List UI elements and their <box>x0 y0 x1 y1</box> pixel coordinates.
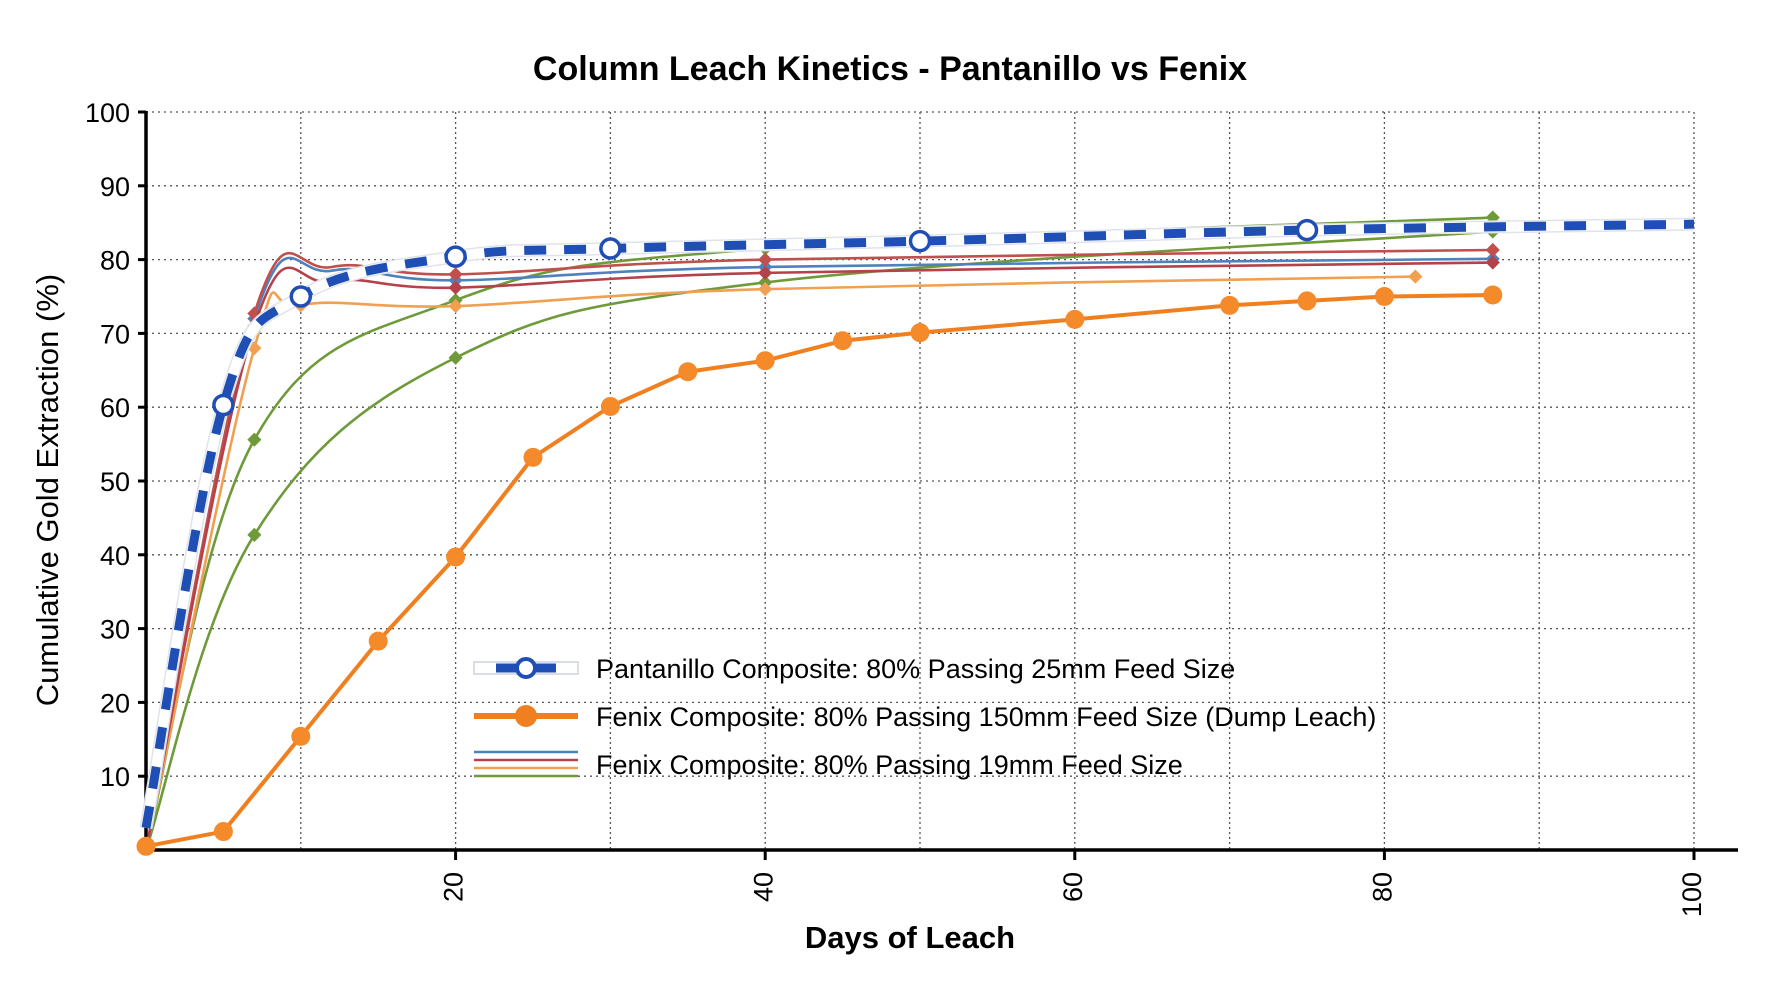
data-point <box>758 282 773 297</box>
data-point <box>523 447 543 467</box>
series-group <box>136 210 1695 856</box>
series-fenix-150mm <box>136 285 1503 856</box>
data-point <box>678 362 698 382</box>
y-tick-label: 90 <box>100 172 130 202</box>
x-tick-label: 20 <box>439 872 469 902</box>
data-point <box>444 245 467 268</box>
y-tick-label: 60 <box>100 393 130 423</box>
axes <box>138 110 1738 860</box>
y-tick-label: 40 <box>100 541 130 571</box>
data-point <box>291 726 311 746</box>
data-point <box>1295 218 1319 242</box>
data-point <box>1374 287 1394 306</box>
filled-circle-marker-icon <box>515 705 537 727</box>
legend-item-pantanillo[interactable]: Pantanillo Composite: 80% Passing 25mm F… <box>473 654 1235 684</box>
y-tick-label: 80 <box>100 246 130 276</box>
chart-title: Column Leach Kinetics - Pantanillo vs Fe… <box>533 50 1247 88</box>
data-point <box>448 299 463 314</box>
series-line <box>144 248 1495 852</box>
legend-label-pantanillo: Pantanillo Composite: 80% Passing 25mm F… <box>596 654 1235 684</box>
y-tick-label: 50 <box>100 467 130 497</box>
series-line <box>145 293 1493 849</box>
data-point <box>755 351 775 371</box>
series-fenix-19mm-orange <box>144 269 1423 852</box>
series-line <box>144 275 1417 852</box>
data-point <box>599 237 622 260</box>
data-point <box>908 229 932 253</box>
series-line <box>144 230 1495 852</box>
x-tick-labels: 20 40 60 80 100 <box>439 872 1707 917</box>
y-tick-label: 20 <box>100 688 130 718</box>
data-point <box>213 822 233 842</box>
data-point <box>1485 242 1500 258</box>
data-point <box>600 396 620 416</box>
open-circle-marker-icon <box>515 657 537 679</box>
series-pantanillo-25mm <box>139 217 1695 830</box>
data-point <box>1408 269 1423 284</box>
data-point <box>448 267 463 282</box>
data-point <box>1065 309 1085 329</box>
y-axis-title: Cumulative Gold Extraction (%) <box>30 274 65 706</box>
x-tick-label: 80 <box>1368 872 1398 902</box>
legend-item-fenix-19mm[interactable]: Fenix Composite: 80% Passing 19mm Feed S… <box>474 750 1183 780</box>
data-point <box>247 527 262 542</box>
data-point <box>446 547 466 567</box>
data-point <box>212 393 235 417</box>
data-point <box>1483 285 1503 305</box>
series-line <box>144 261 1495 852</box>
series-fenix-19mm-red-a <box>144 242 1500 852</box>
data-point <box>910 323 930 343</box>
data-point <box>289 285 313 308</box>
x-tick-label: 40 <box>748 872 778 902</box>
legend: Pantanillo Composite: 80% Passing 25mm F… <box>473 654 1376 780</box>
data-point <box>833 331 853 351</box>
legend-label-fenix-150mm: Fenix Composite: 80% Passing 150mm Feed … <box>596 702 1376 732</box>
data-point <box>247 432 262 447</box>
data-point <box>758 265 773 280</box>
data-point <box>1297 291 1317 311</box>
data-point <box>1485 255 1500 270</box>
data-point <box>448 280 463 295</box>
legend-item-fenix-150mm[interactable]: Fenix Composite: 80% Passing 150mm Feed … <box>474 702 1376 732</box>
data-point <box>368 631 388 651</box>
y-tick-label: 10 <box>100 762 130 792</box>
y-tick-label: 70 <box>100 319 130 349</box>
y-tick-labels: 10 20 30 40 50 60 70 80 90 100 <box>85 98 130 792</box>
y-tick-label: 30 <box>100 615 130 645</box>
y-tick-label: 100 <box>85 98 130 128</box>
x-tick-label: 60 <box>1058 872 1088 902</box>
data-point <box>758 252 773 267</box>
legend-label-fenix-19mm: Fenix Composite: 80% Passing 19mm Feed S… <box>596 750 1183 780</box>
data-point <box>448 350 463 365</box>
x-tick-label: 100 <box>1677 872 1707 917</box>
data-point <box>1220 295 1240 315</box>
data-point <box>136 836 156 856</box>
x-axis-title: Days of Leach <box>805 920 1015 955</box>
